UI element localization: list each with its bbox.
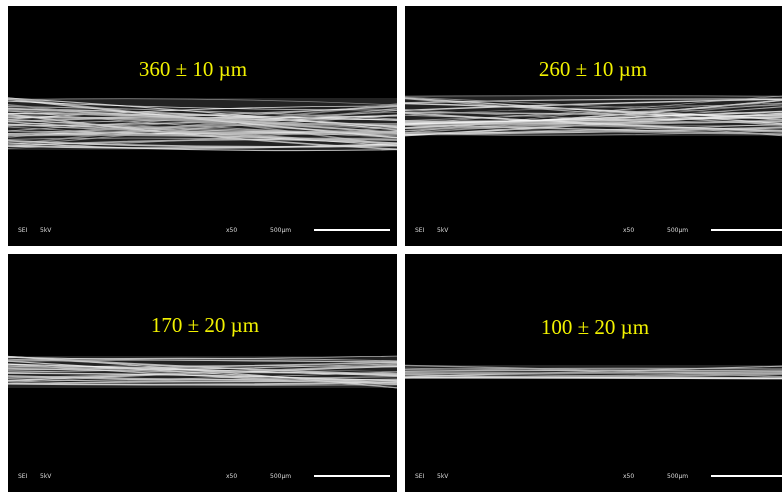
fiber: [8, 110, 397, 137]
magnification: x50: [226, 227, 237, 234]
fiber: [405, 104, 782, 116]
fiber: [8, 364, 397, 384]
fiber: [8, 98, 397, 130]
fiber: [8, 115, 397, 137]
fiber: [405, 97, 782, 125]
fiber: [405, 130, 782, 135]
fiber: [8, 107, 397, 134]
fiber: [8, 359, 397, 364]
scale-label: 500µm: [270, 473, 291, 480]
fiber: [8, 357, 397, 362]
fiber: [8, 361, 397, 371]
fiber: [8, 371, 397, 382]
fiber: [405, 130, 782, 136]
fiber: [8, 119, 397, 134]
sem-panel: 360 ± 10 µm SEI 5kV x50 500µm: [8, 6, 397, 246]
fiber: [8, 106, 397, 122]
scale-bar: [711, 229, 782, 231]
voltage: 5kV: [40, 473, 52, 480]
scale-label: 500µm: [270, 227, 291, 234]
fiber: [8, 106, 397, 120]
fiber: [405, 123, 782, 126]
fiber: [8, 372, 397, 382]
scale-bar: [314, 475, 390, 477]
fiber: [8, 142, 397, 152]
magnification: x50: [226, 473, 237, 480]
sem-panel: 170 ± 20 µm SEI 5kV x50 500µm: [8, 254, 397, 492]
scale-bar: [711, 475, 782, 477]
size-label: 100 ± 20 µm: [541, 315, 649, 339]
fiber: [405, 96, 782, 116]
fiber: [405, 364, 782, 378]
detector: SEI: [415, 227, 425, 234]
detector: SEI: [18, 227, 28, 234]
sem-panel: 260 ± 10 µm SEI 5kV x50 500µm: [405, 6, 782, 246]
fiber: [8, 97, 397, 131]
fiber: [405, 95, 782, 97]
detector: SEI: [18, 473, 28, 480]
fiber: [8, 138, 397, 147]
fiber: [405, 367, 782, 371]
fiber: [405, 110, 782, 125]
fiber: [8, 363, 397, 373]
fiber: [405, 114, 782, 122]
scale-label: 500µm: [667, 473, 688, 480]
fiber: [8, 139, 397, 148]
voltage: 5kV: [437, 473, 449, 480]
detector: SEI: [415, 473, 425, 480]
fiber: [405, 370, 782, 375]
fiber: [405, 112, 782, 132]
fiber: [405, 376, 782, 380]
sem-panel: 100 ± 20 µm SEI 5kV x50 500µm: [405, 254, 782, 492]
size-label: 170 ± 20 µm: [151, 313, 259, 337]
fiber: [405, 97, 782, 126]
fiber: [8, 382, 397, 386]
fiber: [8, 124, 397, 138]
fiber: [8, 364, 397, 389]
voltage: 5kV: [437, 227, 449, 234]
magnification: x50: [623, 473, 634, 480]
fiber: [8, 98, 397, 106]
size-label: 260 ± 10 µm: [539, 57, 647, 81]
voltage: 5kV: [40, 227, 52, 234]
magnification: x50: [623, 227, 634, 234]
fiber: [8, 375, 397, 381]
fiber: [405, 365, 782, 378]
fiber: [405, 124, 782, 135]
scale-label: 500µm: [667, 227, 688, 234]
size-label: 360 ± 10 µm: [139, 57, 247, 81]
fiber: [8, 100, 397, 111]
fiber: [8, 126, 397, 139]
scale-bar: [314, 229, 390, 231]
